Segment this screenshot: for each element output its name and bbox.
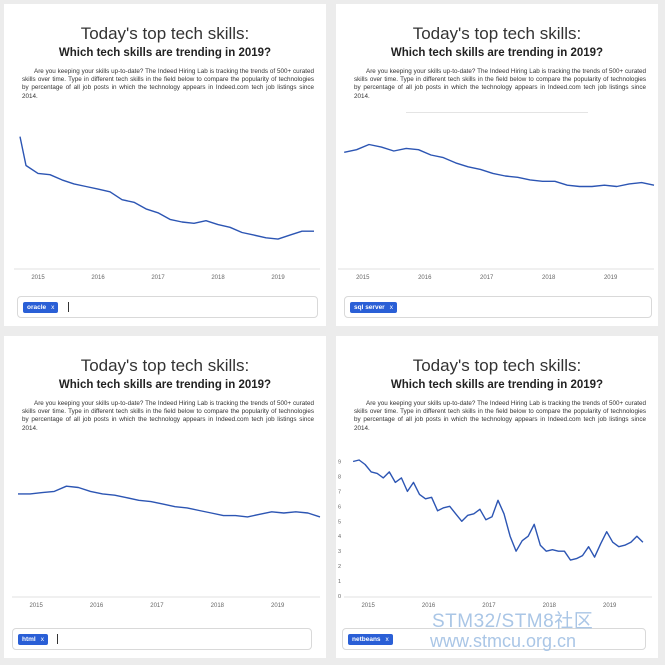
y-tick-label: 3 (338, 549, 341, 555)
trend-panel-html: Today's top tech skills: Which tech skil… (4, 336, 326, 658)
x-tick-label: 2015 (31, 275, 45, 281)
intro-paragraph: Are you keeping your skills up-to-date? … (22, 400, 314, 432)
remove-chip-icon[interactable]: x (389, 304, 393, 311)
page-title: Today's top tech skills: (412, 356, 582, 375)
x-tick-label: 2016 (90, 603, 104, 609)
trend-panel-sql-server: Today's top tech skills: Which tech skil… (336, 4, 658, 326)
x-tick-label: 2019 (604, 275, 618, 281)
intro-paragraph: Are you keeping your skills up-to-date? … (354, 68, 646, 100)
skill-chip-label: netbeans (352, 636, 381, 643)
x-tick-label: 2016 (91, 275, 105, 281)
trend-chart: 2015 2016 2017 2018 2019 (338, 143, 655, 281)
skill-chip-label: oracle (27, 304, 47, 311)
x-tick-label: 2018 (543, 603, 557, 609)
x-tick-label: 2017 (151, 275, 165, 281)
page-title: Today's top tech skills: (412, 24, 582, 43)
y-tick-label: 0 (338, 594, 341, 600)
x-tick-label: 2019 (271, 275, 285, 281)
y-tick-label: 4 (338, 534, 341, 540)
page-subtitle: Which tech skills are trending in 2019? (58, 379, 272, 391)
divider (406, 112, 588, 113)
y-tick-label: 9 (338, 459, 341, 465)
skill-chip[interactable]: netbeans x (348, 634, 393, 645)
page-subtitle: Which tech skills are trending in 2019? (58, 47, 272, 59)
skill-chip[interactable]: sql server x (350, 302, 397, 313)
watermark-community: STM32/STM8社区 (432, 611, 594, 632)
x-tick-label: 2018 (542, 275, 556, 281)
page-title: Today's top tech skills: (80, 24, 250, 43)
y-tick-label: 6 (338, 504, 341, 510)
watermark-url: www.stmcu.org.cn (430, 631, 577, 651)
x-tick-label: 2019 (603, 603, 617, 609)
intro-paragraph: Are you keeping your skills up-to-date? … (22, 68, 314, 100)
x-tick-label: 2017 (150, 603, 164, 609)
y-tick-label: 1 (338, 579, 341, 585)
skill-chip[interactable]: html x (18, 634, 48, 645)
remove-chip-icon[interactable]: x (385, 636, 389, 643)
x-tick-label: 2017 (480, 275, 494, 281)
x-tick-label: 2016 (418, 275, 432, 281)
page-subtitle: Which tech skills are trending in 2019? (390, 47, 604, 59)
trend-series-line (352, 459, 644, 561)
y-tick-label: 7 (338, 489, 341, 495)
trend-series-line (344, 143, 655, 188)
trend-chart: 2015 2016 2017 2018 2019 (12, 485, 321, 609)
text-caret (68, 302, 69, 312)
y-tick-label: 5 (338, 519, 341, 525)
x-tick-label: 2015 (361, 603, 375, 609)
trend-chart: 2015 2016 2017 2018 2019 (14, 136, 320, 281)
trend-chart: 2015 2016 2017 2018 2019 0 1 2 3 4 5 6 7 8 9 (338, 459, 652, 609)
remove-chip-icon[interactable]: x (51, 304, 55, 311)
x-tick-label: 2015 (356, 275, 370, 281)
trend-series-line (19, 136, 314, 240)
x-tick-label: 2017 (482, 603, 496, 609)
x-tick-label: 2018 (211, 275, 225, 281)
trend-panel-oracle: Today's top tech skills: Which tech skil… (4, 4, 326, 326)
x-tick-label: 2019 (271, 603, 285, 609)
skill-chip[interactable]: oracle x (23, 302, 59, 313)
trend-panel-netbeans: Today's top tech skills: Which tech skil… (336, 336, 658, 658)
y-tick-label: 2 (338, 564, 341, 570)
x-tick-label: 2018 (211, 603, 225, 609)
skill-search-input[interactable]: netbeans x (342, 628, 646, 650)
page-title: Today's top tech skills: (80, 356, 250, 375)
x-tick-label: 2015 (29, 603, 43, 609)
y-tick-label: 8 (338, 474, 341, 480)
page-subtitle: Which tech skills are trending in 2019? (390, 379, 604, 391)
skill-search-input[interactable]: oracle x (17, 296, 318, 318)
skill-search-input[interactable]: html x (12, 628, 312, 650)
skill-chip-label: sql server (354, 304, 385, 311)
trend-series-line (18, 485, 321, 518)
text-caret (57, 634, 58, 644)
remove-chip-icon[interactable]: x (40, 636, 44, 643)
skill-chip-label: html (22, 636, 36, 643)
skill-search-input[interactable]: sql server x (344, 296, 652, 318)
intro-paragraph: Are you keeping your skills up-to-date? … (354, 400, 646, 432)
x-tick-label: 2016 (422, 603, 436, 609)
